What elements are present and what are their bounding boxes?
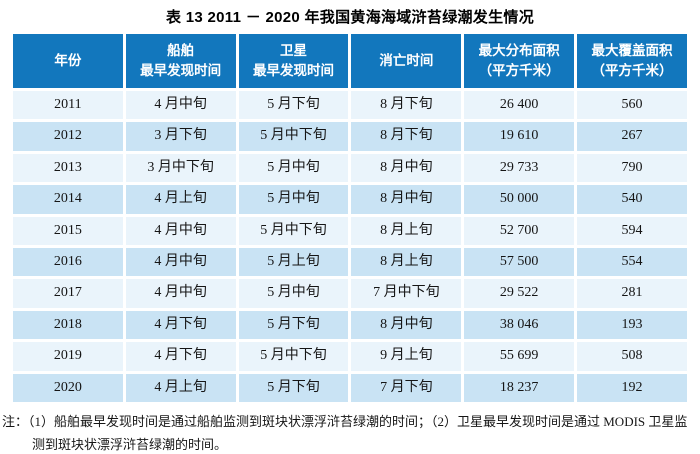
cell-extinction-time: 8 月中旬 [348,182,465,217]
table-row: 2016 4 月中旬 5 月上旬 8 月上旬 57 500 554 [10,245,690,280]
cell-satellite-first-seen: 5 月下旬 [235,370,352,406]
cell-extinction-time: 8 月中旬 [348,307,465,343]
header-label: 年份 [54,52,82,68]
cell-ship-first-seen: 3 月下旬 [122,119,239,154]
cell-year: 2013 [10,150,126,186]
table-row: 2012 3 月下旬 5 月中下旬 8 月下旬 19 610 267 [10,119,690,154]
cell-year: 2014 [10,182,126,217]
header-satellite-first-seen: 卫星 最早发现时间 [235,31,352,91]
header-label: 卫星 [279,42,307,58]
table-row: 2015 4 月中旬 5 月中下旬 8 月上旬 52 700 594 [10,213,690,249]
header-label: 船舶 [167,42,195,58]
cell-max-coverage-area: 193 [574,307,690,343]
cell-satellite-first-seen: 5 月中下旬 [235,119,352,154]
table-row: 2013 3 月中下旬 5 月中旬 8 月中旬 29 733 790 [10,150,690,186]
cell-extinction-time: 9 月上旬 [348,339,465,374]
footnote: 注：（1）船舶最早发现时间是通过船舶监测到斑块状漂浮浒苔绿潮的时间；（2）卫星最… [2,414,688,452]
cell-satellite-first-seen: 5 月上旬 [235,245,352,280]
header-label: 最大覆盖面积 [591,42,673,58]
cell-extinction-time: 7 月中下旬 [348,276,465,311]
cell-ship-first-seen: 4 月下旬 [122,339,239,374]
cell-max-distribution-area: 29 733 [461,150,578,186]
header-ship-first-seen: 船舶 最早发现时间 [122,31,239,91]
cell-max-coverage-area: 192 [574,370,690,406]
cell-max-distribution-area: 19 610 [461,119,578,154]
header-label: 消亡时间 [379,52,434,68]
cell-max-distribution-area: 26 400 [461,87,578,123]
header-sublabel: 最早发现时间 [252,63,334,78]
table-row: 2018 4 月下旬 5 月下旬 8 月中旬 38 046 193 [10,307,690,343]
cell-max-distribution-area: 29 522 [461,276,578,311]
cell-max-distribution-area: 52 700 [461,213,578,249]
cell-year: 2016 [10,245,126,280]
cell-satellite-first-seen: 5 月中下旬 [235,213,352,249]
header-max-coverage-area: 最大覆盖面积 （平方千米） [574,31,690,91]
cell-max-distribution-area: 38 046 [461,307,578,343]
cell-satellite-first-seen: 5 月中旬 [235,150,352,186]
cell-ship-first-seen: 4 月中旬 [122,213,239,249]
cell-max-distribution-area: 57 500 [461,245,578,280]
cell-max-distribution-area: 50 000 [461,182,578,217]
cell-extinction-time: 8 月上旬 [348,213,465,249]
header-sublabel: （平方千米） [591,63,673,78]
cell-max-coverage-area: 790 [574,150,690,186]
header-year: 年份 [10,31,126,91]
cell-year: 2017 [10,276,126,311]
table-row: 2017 4 月中旬 5 月中旬 7 月中下旬 29 522 281 [10,276,690,311]
cell-max-coverage-area: 267 [574,119,690,154]
cell-max-coverage-area: 508 [574,339,690,374]
cell-ship-first-seen: 3 月中下旬 [122,150,239,186]
table-row: 2014 4 月上旬 5 月中旬 8 月中旬 50 000 540 [10,182,690,217]
cell-max-distribution-area: 55 699 [461,339,578,374]
cell-year: 2019 [10,339,126,374]
cell-ship-first-seen: 4 月中旬 [122,87,239,123]
cell-max-coverage-area: 281 [574,276,690,311]
cell-ship-first-seen: 4 月中旬 [122,245,239,280]
cell-max-coverage-area: 554 [574,245,690,280]
header-sublabel: 最早发现时间 [140,63,222,78]
header-sublabel: （平方千米） [478,63,560,78]
cell-year: 2015 [10,213,126,249]
header-label: 最大分布面积 [478,42,560,58]
cell-ship-first-seen: 4 月中旬 [122,276,239,311]
cell-satellite-first-seen: 5 月下旬 [235,87,352,123]
cell-year: 2018 [10,307,126,343]
green-tide-table: 年份 船舶 最早发现时间 卫星 最早发现时间 消亡时间 最大分布面积 （ [10,31,690,406]
cell-satellite-first-seen: 5 月中旬 [235,276,352,311]
table-title: 表 13 2011 － 2020 年我国黄海海域浒苔绿潮发生情况 [165,9,535,26]
cell-year: 2012 [10,119,126,154]
cell-satellite-first-seen: 5 月中下旬 [235,339,352,374]
table-row: 2020 4 月上旬 5 月下旬 7 月下旬 18 237 192 [10,370,690,406]
cell-ship-first-seen: 4 月上旬 [122,370,239,406]
header-max-distribution-area: 最大分布面积 （平方千米） [461,31,578,91]
cell-satellite-first-seen: 5 月下旬 [235,307,352,343]
cell-max-distribution-area: 18 237 [461,370,578,406]
cell-max-coverage-area: 540 [574,182,690,217]
table-row: 2011 4 月中旬 5 月下旬 8 月下旬 26 400 560 [10,87,690,123]
cell-extinction-time: 7 月下旬 [348,370,465,406]
cell-extinction-time: 8 月下旬 [348,119,465,154]
cell-extinction-time: 8 月上旬 [348,245,465,280]
header-extinction-time: 消亡时间 [348,31,465,91]
table-header: 年份 船舶 最早发现时间 卫星 最早发现时间 消亡时间 最大分布面积 （ [10,31,690,91]
cell-ship-first-seen: 4 月下旬 [122,307,239,343]
header-row: 年份 船舶 最早发现时间 卫星 最早发现时间 消亡时间 最大分布面积 （ [10,31,690,91]
table-body: 2011 4 月中旬 5 月下旬 8 月下旬 26 400 560 2012 3 月下旬 5 月… [10,87,690,406]
cell-year: 2020 [10,370,126,406]
cell-extinction-time: 8 月中旬 [348,150,465,186]
cell-extinction-time: 8 月下旬 [348,87,465,123]
cell-satellite-first-seen: 5 月中旬 [235,182,352,217]
table-row: 2019 4 月下旬 5 月中下旬 9 月上旬 55 699 508 [10,339,690,374]
cell-year: 2011 [10,87,126,123]
cell-max-coverage-area: 594 [574,213,690,249]
cell-ship-first-seen: 4 月上旬 [122,182,239,217]
cell-max-coverage-area: 560 [574,87,690,123]
